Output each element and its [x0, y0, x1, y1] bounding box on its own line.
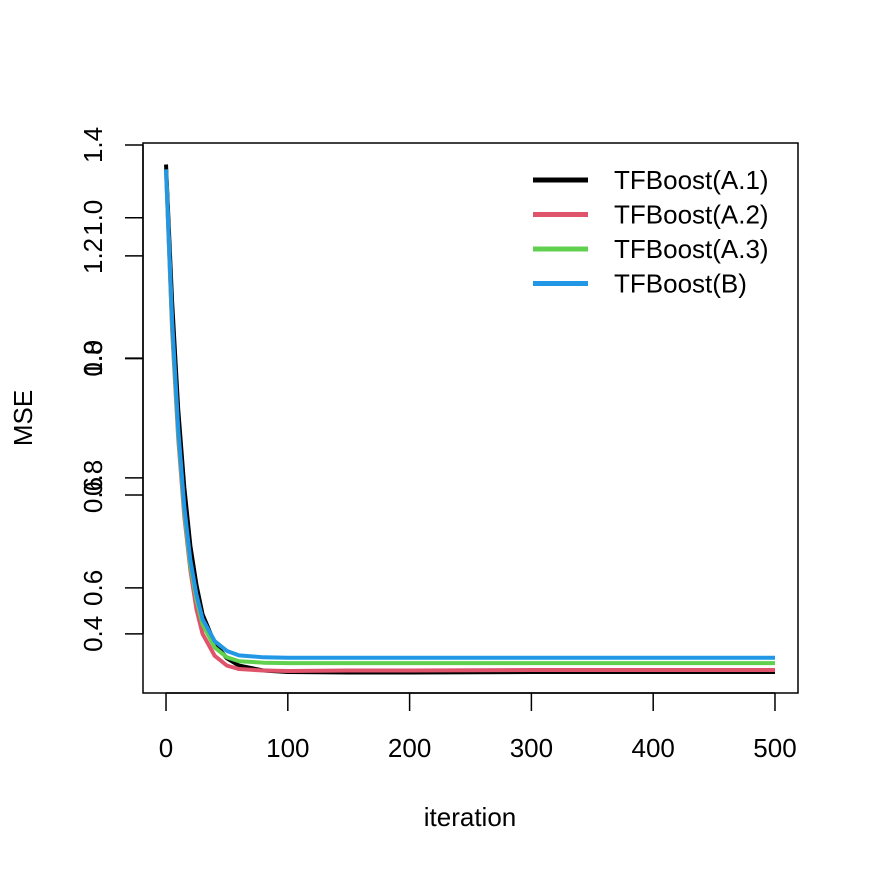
- y-tick-label: 1.4: [78, 127, 108, 163]
- x-tick-label: 300: [510, 733, 553, 763]
- x-tick-label: 400: [631, 733, 674, 763]
- y-tick-label: 0.6: [78, 477, 108, 513]
- y-tick-label: 1.0: [78, 340, 108, 376]
- x-tick-label: 100: [266, 733, 309, 763]
- x-tick-label: 500: [753, 733, 796, 763]
- x-axis-label: iteration: [424, 802, 517, 832]
- legend-label: TFBoost(A.1): [614, 165, 769, 195]
- y-tick-label: 0.6: [78, 570, 108, 606]
- y-tick-label: 1.2: [78, 238, 108, 274]
- legend-label: TFBoost(B): [614, 269, 747, 299]
- x-tick-label: 200: [388, 733, 431, 763]
- y-tick-label: 1.0: [78, 200, 108, 236]
- legend-label: TFBoost(A.2): [614, 200, 769, 230]
- y-tick-label: 0.8: [78, 460, 108, 496]
- y-axis-label: MSE: [8, 390, 38, 446]
- y-tick-label: 0.8: [78, 341, 108, 377]
- series-line: [164, 169, 775, 660]
- legend-label: TFBoost(A.3): [614, 234, 769, 264]
- y-tick-label: 0.4: [78, 616, 108, 652]
- x-tick-label: 0: [159, 733, 173, 763]
